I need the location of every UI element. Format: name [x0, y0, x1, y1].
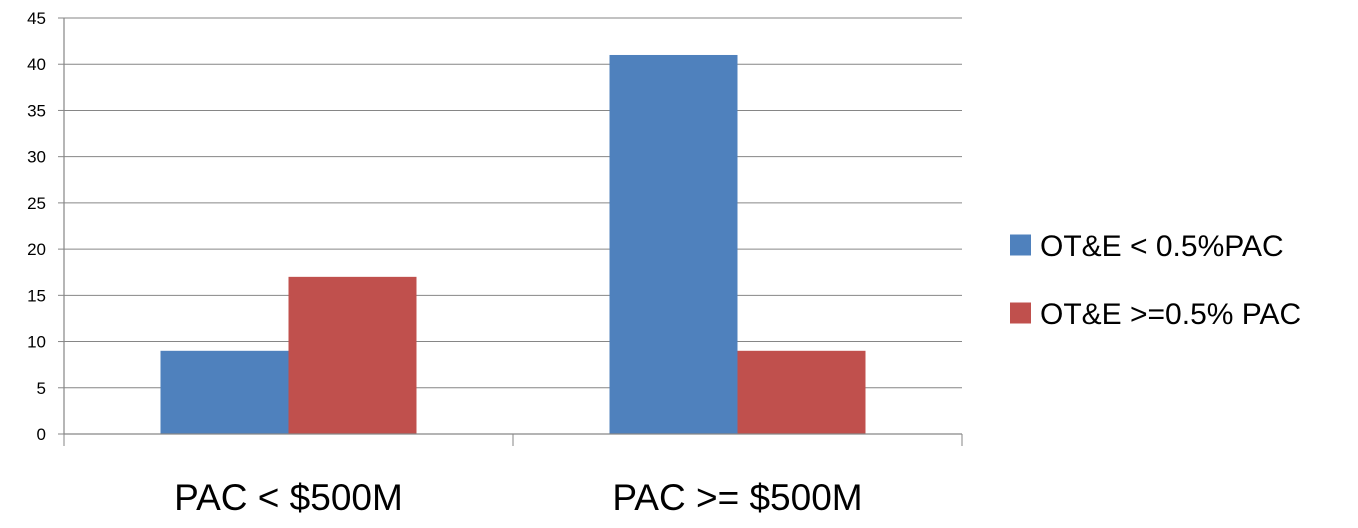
legend: OT&E < 0.5%PAC OT&E >=0.5% PAC: [1010, 230, 1301, 331]
legend-swatch: [1010, 234, 1031, 256]
gridlines: [64, 17, 962, 389]
legend-label: OT&E < 0.5%PAC: [1040, 230, 1284, 263]
y-tick-label: 45: [27, 9, 46, 28]
y-tick-label: 30: [27, 148, 46, 167]
bars: [160, 54, 866, 434]
bar-series2-cat1: [288, 276, 417, 434]
legend-swatch: [1010, 302, 1031, 324]
x-axis-category-labels: PAC < $500M PAC >= $500M: [174, 477, 862, 518]
x-category-label: PAC >= $500M: [612, 477, 862, 518]
y-tick-label: 5: [37, 379, 46, 398]
y-tick-label: 0: [37, 425, 46, 444]
y-tick-label: 35: [27, 101, 46, 120]
y-tick-label: 40: [27, 55, 46, 74]
y-axis-ticks: 0 5 10 15 20 25 30 35 40 45: [27, 9, 64, 444]
y-tick-label: 10: [27, 333, 46, 352]
bar-series1-cat2: [609, 54, 738, 434]
axes: [63, 18, 963, 446]
bar-series1-cat1: [160, 350, 289, 434]
y-tick-label: 25: [27, 194, 46, 213]
y-tick-label: 15: [27, 286, 46, 305]
y-tick-label: 20: [27, 240, 46, 259]
bar-series2-cat2: [737, 350, 866, 434]
x-category-label: PAC < $500M: [174, 477, 403, 518]
legend-label: OT&E >=0.5% PAC: [1040, 298, 1301, 331]
